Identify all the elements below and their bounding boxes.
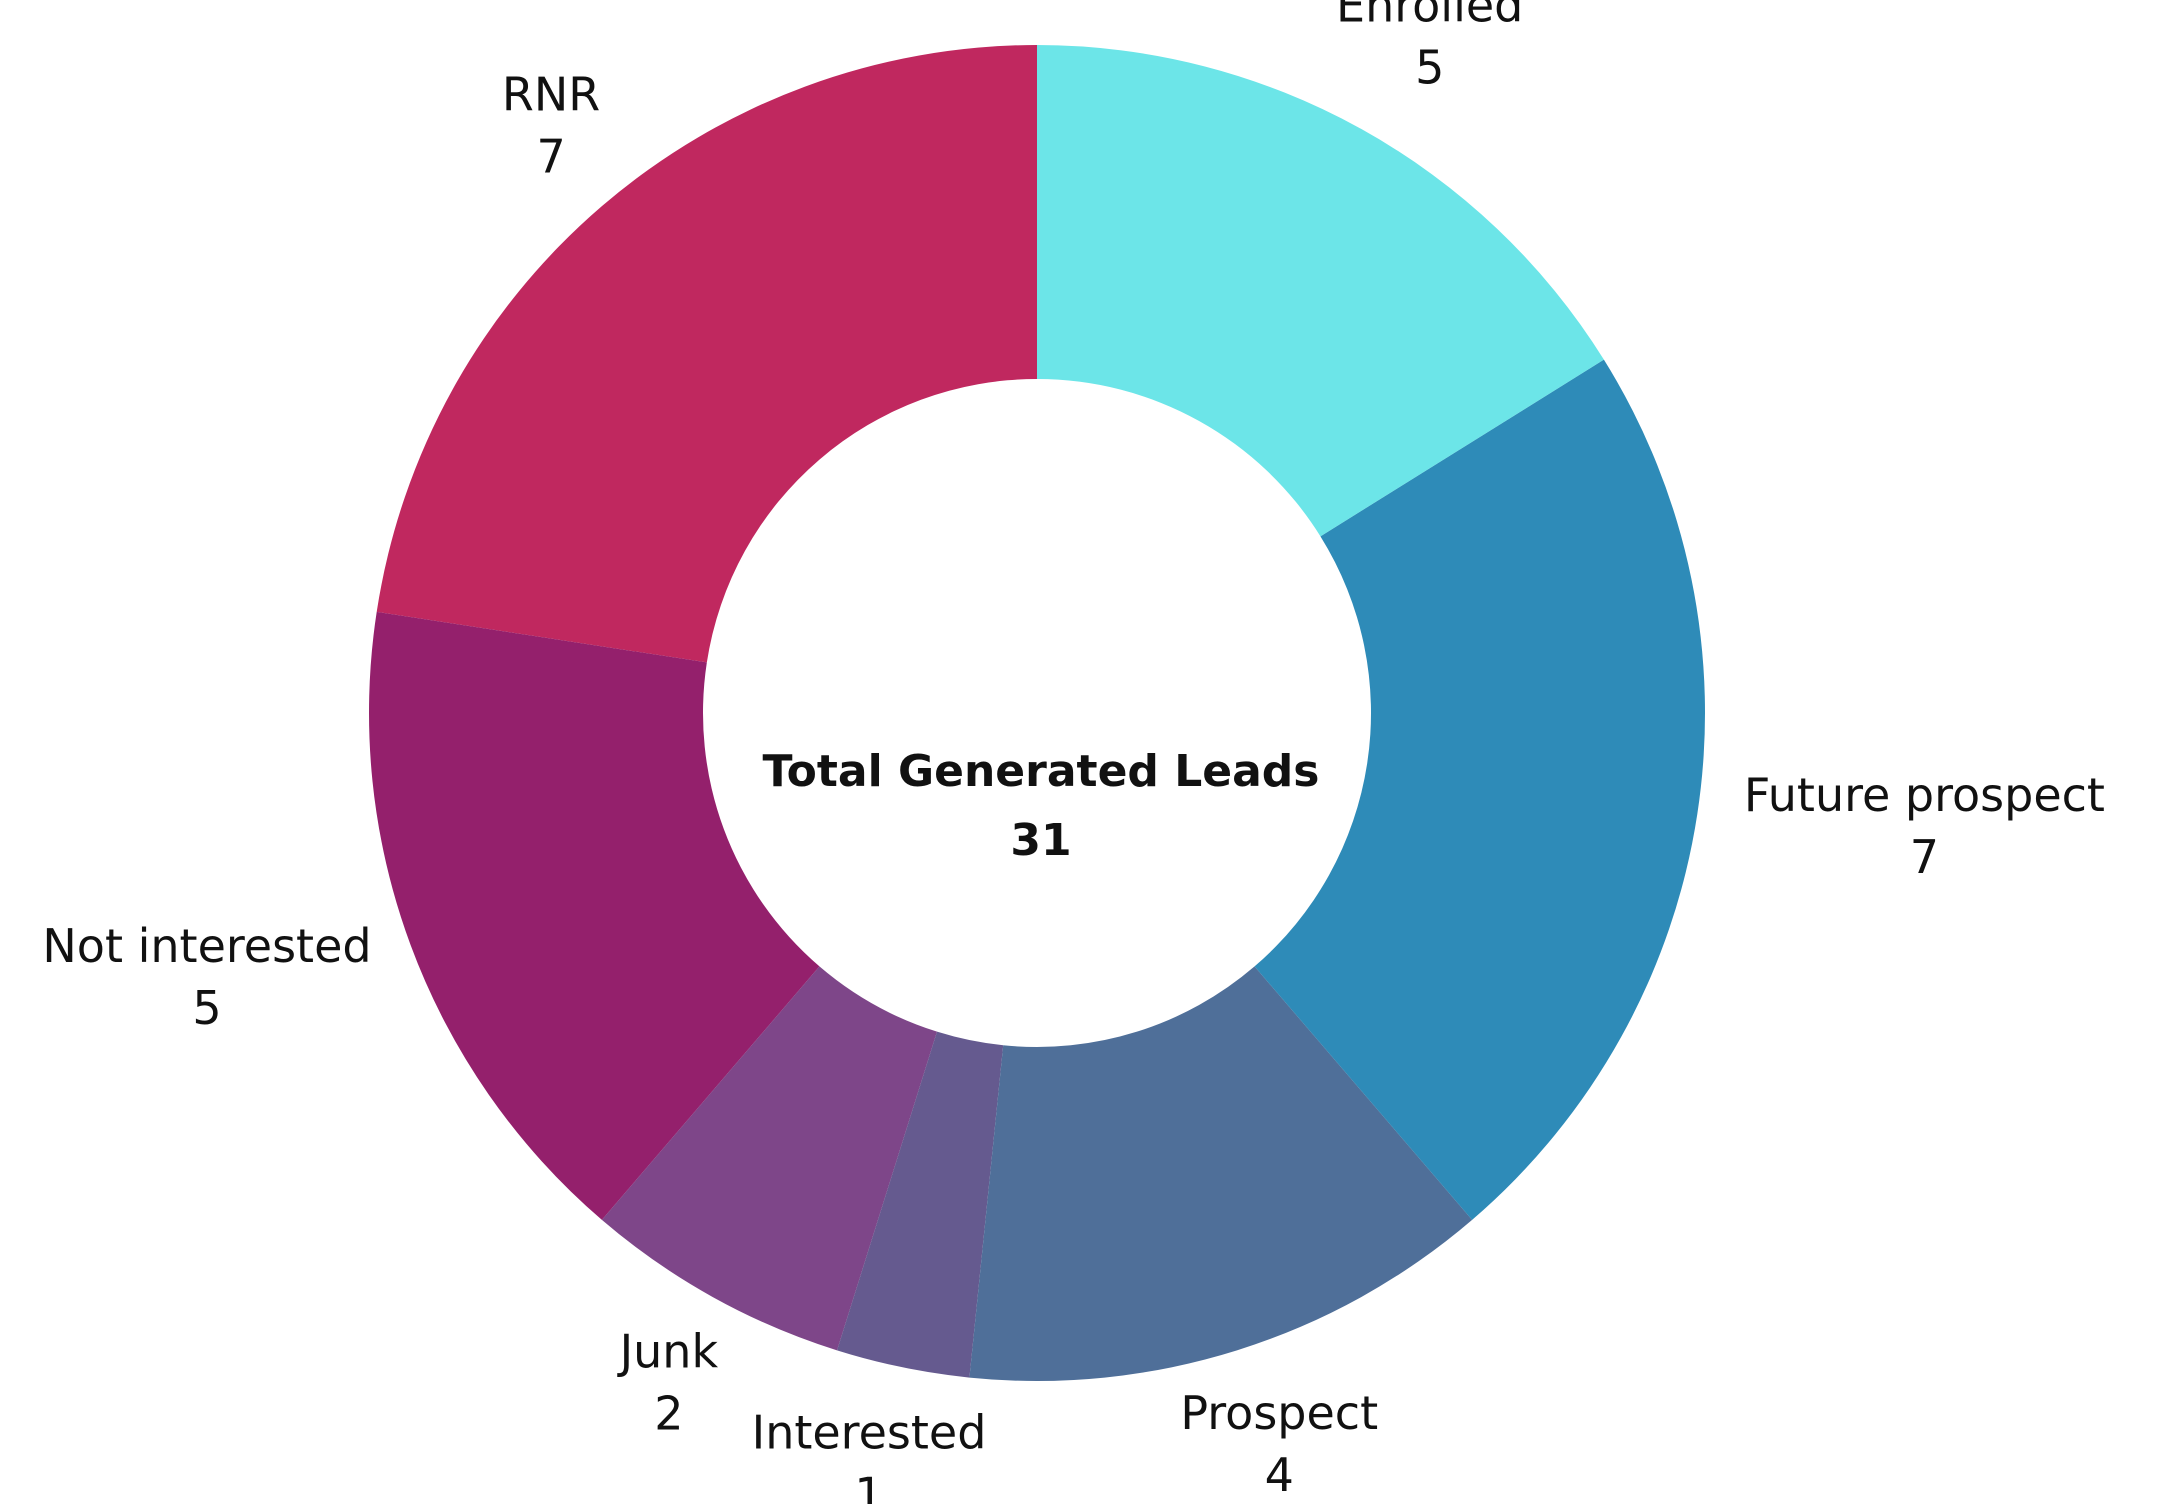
slice-value-label: 7 <box>536 129 565 183</box>
slice-value-label: 7 <box>1910 830 1939 884</box>
donut-slice <box>1037 45 1604 537</box>
slice-value-label: 5 <box>1415 40 1444 94</box>
donut-slice <box>376 45 1038 663</box>
slice-value-label: 5 <box>192 981 221 1035</box>
slice-label: Interested <box>752 1406 987 1460</box>
donut-slice <box>368 611 820 1220</box>
slice-value-label: 4 <box>1265 1448 1294 1502</box>
donut-slice <box>837 1031 1004 1378</box>
center-value: 31 <box>1010 815 1071 866</box>
donut-slice <box>1254 359 1705 1220</box>
slice-label: RNR <box>502 67 600 121</box>
center-title: Total Generated Leads <box>763 746 1320 797</box>
donut-slice <box>969 966 1473 1381</box>
slice-label: Future prospect <box>1744 768 2105 822</box>
slice-value-label: 1 <box>854 1468 883 1504</box>
slice-label: Enrolled <box>1336 0 1523 32</box>
slice-label: Prospect <box>1180 1386 1378 1440</box>
slice-label: Not interested <box>42 919 371 973</box>
slice-label: Junk <box>617 1325 719 1379</box>
slice-value-label: 2 <box>654 1387 683 1441</box>
donut-slice <box>601 966 938 1351</box>
